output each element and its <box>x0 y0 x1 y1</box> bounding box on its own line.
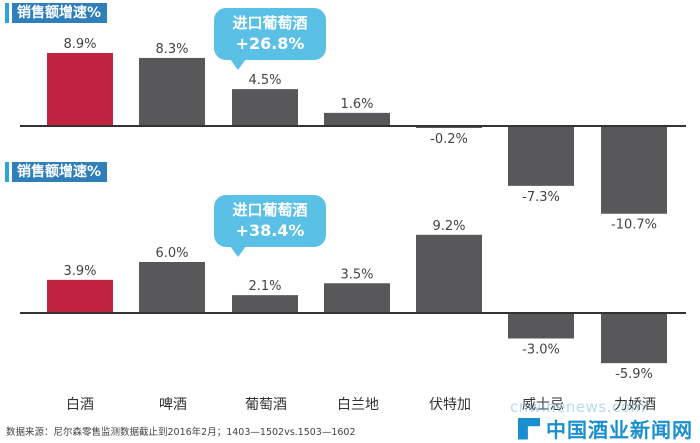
bar-葡萄酒 <box>232 89 298 126</box>
callout-imported-wine-bottom: 进口葡萄酒 +38.4% <box>214 195 326 257</box>
data-label: -7.3% <box>522 190 560 205</box>
bar-啤酒 <box>139 57 205 126</box>
category-label: 葡萄酒 <box>245 397 287 413</box>
panel-title-text: 销售额增速% <box>12 162 108 182</box>
category-label: 白酒 <box>66 397 94 413</box>
data-label: 8.9% <box>63 37 96 52</box>
data-label: 2.1% <box>248 279 281 294</box>
data-label: 1.6% <box>340 97 373 112</box>
bar-白酒 <box>47 53 113 126</box>
bar-啤酒 <box>139 262 205 313</box>
title-accent-bar <box>5 3 9 23</box>
watermark-logo-icon <box>518 417 540 440</box>
data-label: 3.9% <box>63 264 96 279</box>
bar-力娇酒 <box>601 313 667 364</box>
callout-label: 进口葡萄酒 <box>232 201 308 219</box>
data-label: -0.2% <box>430 132 468 147</box>
bar-威士忌 <box>508 313 574 339</box>
category-label: 伏特加 <box>429 397 471 413</box>
watermark-name: 中国酒业新闻网 <box>546 418 693 442</box>
category-label: 力娇酒 <box>614 397 656 413</box>
callout-value: +26.8% <box>235 34 305 53</box>
data-label: -5.9% <box>615 367 653 382</box>
title-accent-bar <box>5 162 9 182</box>
category-axis-labels: 白酒 啤酒 葡萄酒 白兰地 伏特加 威士忌 力娇酒 <box>0 394 700 416</box>
data-label: 9.2% <box>432 219 465 234</box>
bar-葡萄酒 <box>232 295 298 313</box>
bar-力娇酒 <box>601 126 667 214</box>
bar-威士忌 <box>508 126 574 186</box>
data-source-note: 数据来源：尼尔森零售监测数据截止到2016年2月；1403—1502vs.150… <box>6 427 356 438</box>
data-label: -3.0% <box>522 343 560 358</box>
category-label: 啤酒 <box>159 397 187 413</box>
panel-title-top: 销售额增速% <box>5 3 108 23</box>
data-label: 4.5% <box>248 73 281 88</box>
bar-伏特加 <box>416 234 482 313</box>
watermark-url: cnwinenews.com <box>510 398 646 416</box>
data-label: 3.5% <box>340 267 373 282</box>
bar-白酒 <box>47 279 113 313</box>
data-label: 6.0% <box>155 246 188 261</box>
bar-series-panel-1: 8.9% 8.3% 4.5% 1.6% -0.2% -7.3% -10.7% <box>20 37 686 233</box>
panel-title-bottom: 销售额增速% <box>5 162 108 182</box>
callout-label: 进口葡萄酒 <box>232 14 308 32</box>
callout-imported-wine-top: 进口葡萄酒 +26.8% <box>214 8 326 70</box>
panel-title-text: 销售额增速% <box>12 3 108 23</box>
callout-value: +38.4% <box>235 221 305 240</box>
bar-白兰地 <box>324 112 390 126</box>
bar-白兰地 <box>324 283 390 313</box>
bar-series-panel-2: 3.9% 6.0% 2.1% 3.5% 9.2% -3.0% -5.9% <box>20 219 686 382</box>
category-label: 白兰地 <box>337 397 379 413</box>
data-label: 8.3% <box>155 42 188 57</box>
category-label: 威士忌 <box>522 397 564 413</box>
watermark-logo: 中国酒业新闻网 <box>518 414 693 443</box>
data-label: -10.7% <box>611 218 657 233</box>
